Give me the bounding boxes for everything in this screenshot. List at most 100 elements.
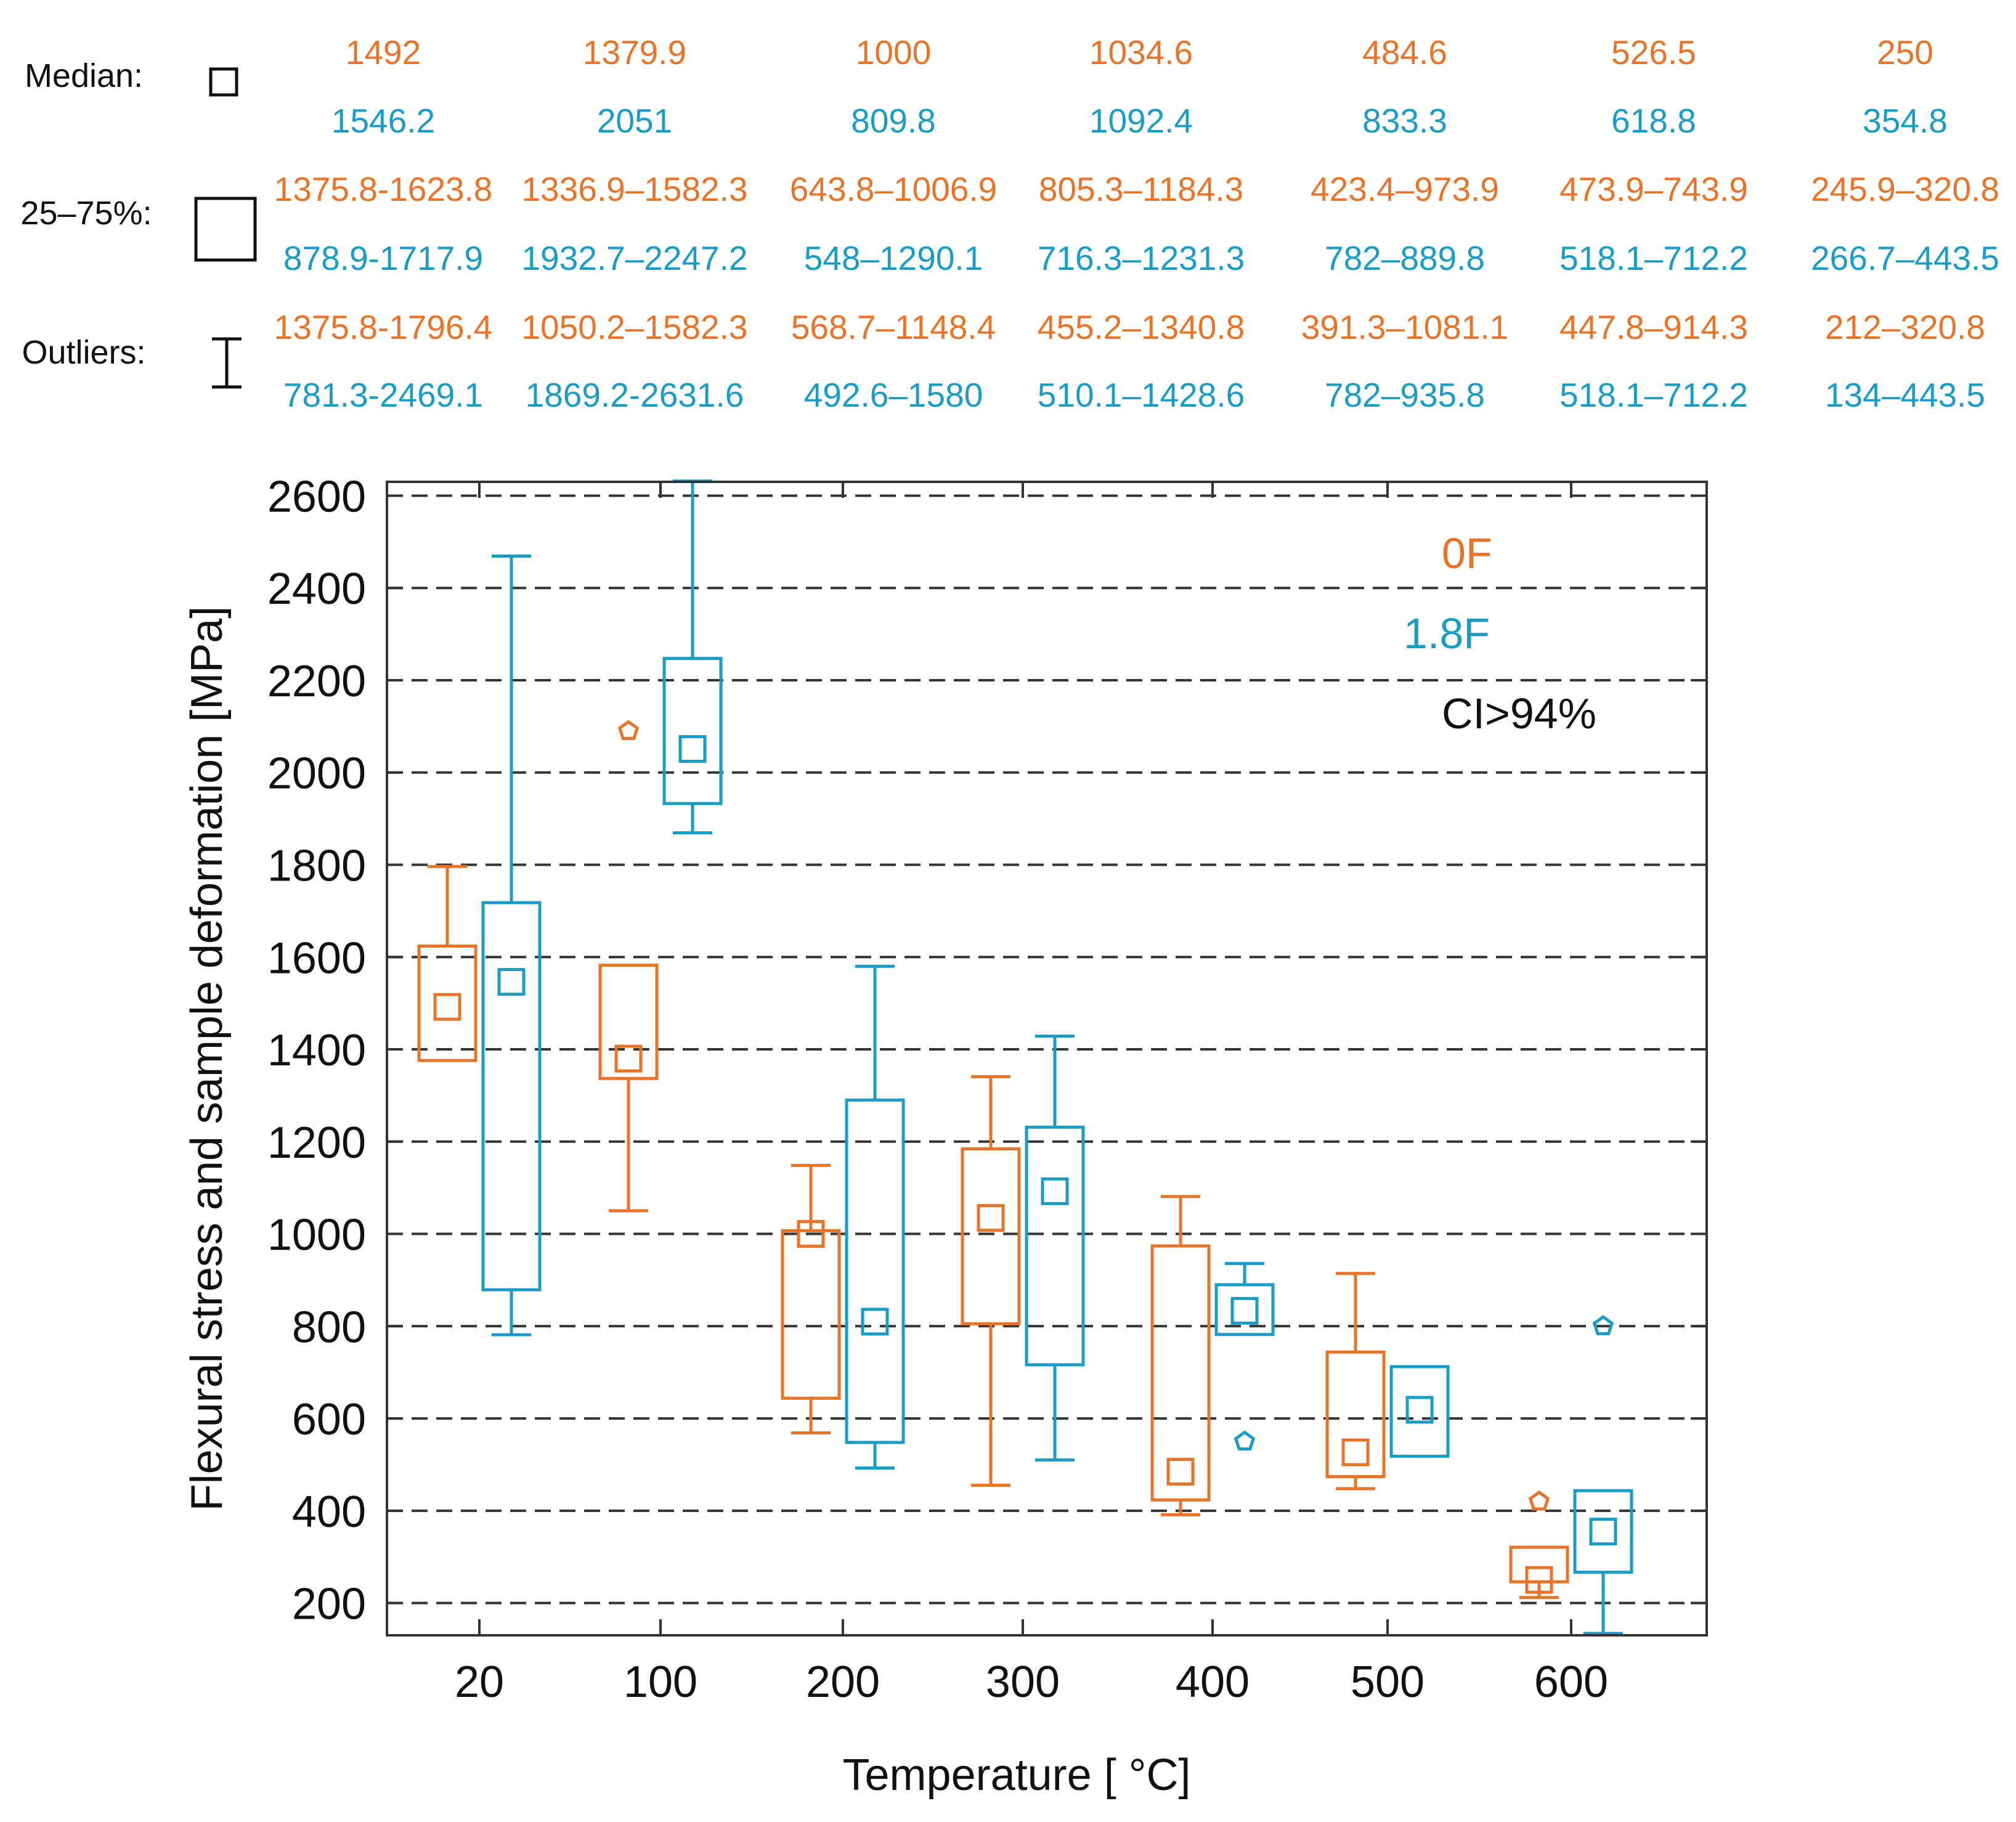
iqr-box-1-8f	[1389, 1365, 1450, 1458]
iqr-box-1-8f	[1573, 1489, 1633, 1574]
median-marker-1-8f	[1405, 1396, 1434, 1424]
table-value-1-8f: 354.8	[1863, 102, 1948, 140]
annotation-0f: 0F	[1442, 529, 1492, 577]
table-value-0f: 1375.8-1796.4	[274, 308, 493, 346]
summary-statistics-table: Median: 1492 1379.9 1000 1034.6 484.6 526.5 250…	[20, 33, 1999, 414]
x-tick-label: 600	[1534, 1657, 1608, 1707]
x-tick-label: 200	[806, 1657, 880, 1707]
table-value-0f: 568.7–1148.4	[791, 308, 996, 346]
table-value-1-8f: 1869.2-2631.6	[526, 376, 744, 414]
x-tick-label: 400	[1176, 1657, 1250, 1707]
median-symbol-icon	[209, 67, 238, 97]
table-value-1-8f: 2051	[597, 102, 672, 140]
table-value-1-8f: 878.9-1717.9	[283, 239, 483, 277]
table-value-1-8f: 833.3	[1362, 102, 1447, 140]
legend-row-label-iqr: 25–75%:	[20, 195, 152, 232]
table-value-1-8f: 618.8	[1611, 102, 1696, 140]
iqr-box-1-8f	[1025, 1125, 1085, 1367]
table-value-0f: 455.2–1340.8	[1038, 308, 1245, 346]
median-marker-0f	[614, 1044, 643, 1073]
y-tick-label: 1800	[267, 842, 366, 891]
table-value-1-8f: 716.3–1231.3	[1038, 239, 1245, 277]
x-tick-label: 20	[455, 1657, 504, 1707]
iqr-box-0f	[781, 1229, 841, 1400]
table-value-0f: 1000	[856, 33, 931, 71]
table-value-0f: 212–320.8	[1825, 308, 1985, 346]
table-value-1-8f: 266.7–443.5	[1811, 239, 1999, 277]
y-axis-label: Flexural stress and sample deformation […	[182, 606, 232, 1511]
table-value-1-8f: 518.1–712.2	[1559, 376, 1748, 414]
table-value-0f: 1336.9–1582.3	[521, 170, 747, 208]
table-value-0f: 391.3–1081.1	[1301, 308, 1508, 346]
median-marker-0f	[1525, 1566, 1553, 1594]
median-marker-1-8f	[861, 1308, 889, 1336]
outlier-marker-1-8f	[1592, 1315, 1614, 1335]
iqr-box-0f	[1509, 1545, 1569, 1584]
iqr-box-0f	[1150, 1244, 1211, 1502]
outlier-marker-0f	[1528, 1490, 1550, 1511]
iqr-box-0f	[417, 944, 478, 1062]
table-value-0f: 447.8–914.3	[1559, 308, 1748, 346]
median-marker-1-8f	[1041, 1177, 1069, 1205]
table-value-1-8f: 518.1–712.2	[1559, 239, 1748, 277]
horizontal-gridlines	[387, 494, 1707, 1604]
y-tick-label: 2200	[267, 657, 366, 706]
x-axis-ticks: 20 100 200 300 400 500 600	[455, 482, 1608, 1707]
median-marker-1-8f	[678, 735, 707, 763]
median-marker-1-8f	[497, 968, 526, 996]
y-tick-label: 400	[292, 1487, 366, 1537]
y-tick-label: 2000	[267, 749, 366, 799]
table-value-0f: 473.9–743.9	[1559, 170, 1748, 208]
table-value-0f: 1050.2–1582.3	[521, 308, 747, 346]
annotation-confidence-interval: CI>94%	[1442, 689, 1596, 738]
table-value-0f: 526.5	[1611, 33, 1696, 71]
iqr-box-1-8f	[845, 1098, 905, 1444]
table-value-0f: 1375.8-1623.8	[274, 170, 493, 208]
y-tick-label: 2400	[267, 564, 366, 614]
table-value-1-8f: 1932.7–2247.2	[521, 239, 747, 277]
y-tick-label: 600	[292, 1395, 366, 1444]
legend-row-label-whisker: Outliers:	[22, 334, 145, 371]
legend-row-label-median: Median:	[25, 57, 143, 94]
y-axis-ticks: 200 400 600 800 1000 1200 1400 1600 1800 2000 2200…	[267, 472, 1707, 1629]
y-tick-label: 1600	[267, 933, 366, 983]
median-marker-0f	[797, 1220, 825, 1248]
table-value-1-8f: 510.1–1428.6	[1038, 376, 1245, 414]
x-axis-label: Temperature [ °C]	[843, 1751, 1191, 1800]
x-tick-label: 100	[624, 1657, 697, 1707]
y-tick-label: 200	[292, 1580, 366, 1629]
table-value-0f: 1034.6	[1089, 33, 1193, 71]
table-value-0f: 1492	[346, 33, 421, 71]
y-tick-label: 1200	[267, 1118, 366, 1168]
table-value-0f: 1379.9	[583, 33, 686, 71]
table-value-1-8f: 781.3-2469.1	[283, 376, 483, 414]
table-value-1-8f: 809.8	[851, 102, 936, 140]
iqr-box-symbol-icon	[194, 197, 257, 262]
table-value-1-8f: 782–889.8	[1325, 239, 1485, 277]
table-value-0f: 805.3–1184.3	[1039, 170, 1243, 208]
y-tick-label: 800	[292, 1303, 366, 1352]
iqr-box-1-8f	[1214, 1283, 1275, 1336]
iqr-box-1-8f	[662, 657, 723, 805]
iqr-box-1-8f	[481, 901, 542, 1291]
median-marker-0f	[977, 1204, 1005, 1232]
table-value-1-8f: 548–1290.1	[804, 239, 983, 277]
table-value-1-8f: 492.6–1580	[804, 376, 983, 414]
median-marker-0f	[433, 993, 461, 1021]
plot-frame	[386, 481, 1708, 1637]
y-tick-label: 1000	[267, 1211, 366, 1260]
iqr-box-0f	[961, 1147, 1021, 1325]
y-tick-label: 1400	[267, 1026, 366, 1075]
annotation-1-8f: 1.8F	[1404, 609, 1490, 657]
median-marker-1-8f	[1230, 1296, 1259, 1325]
table-value-1-8f: 1546.2	[331, 102, 435, 140]
table-value-0f: 423.4–973.9	[1311, 170, 1499, 208]
x-tick-label: 300	[986, 1657, 1060, 1707]
iqr-box-0f	[598, 964, 659, 1080]
x-tick-label: 500	[1351, 1657, 1425, 1707]
y-tick-label: 2600	[267, 472, 366, 521]
median-marker-1-8f	[1589, 1518, 1617, 1546]
table-value-1-8f: 782–935.8	[1325, 376, 1485, 414]
table-value-0f: 245.9–320.8	[1811, 170, 1999, 208]
